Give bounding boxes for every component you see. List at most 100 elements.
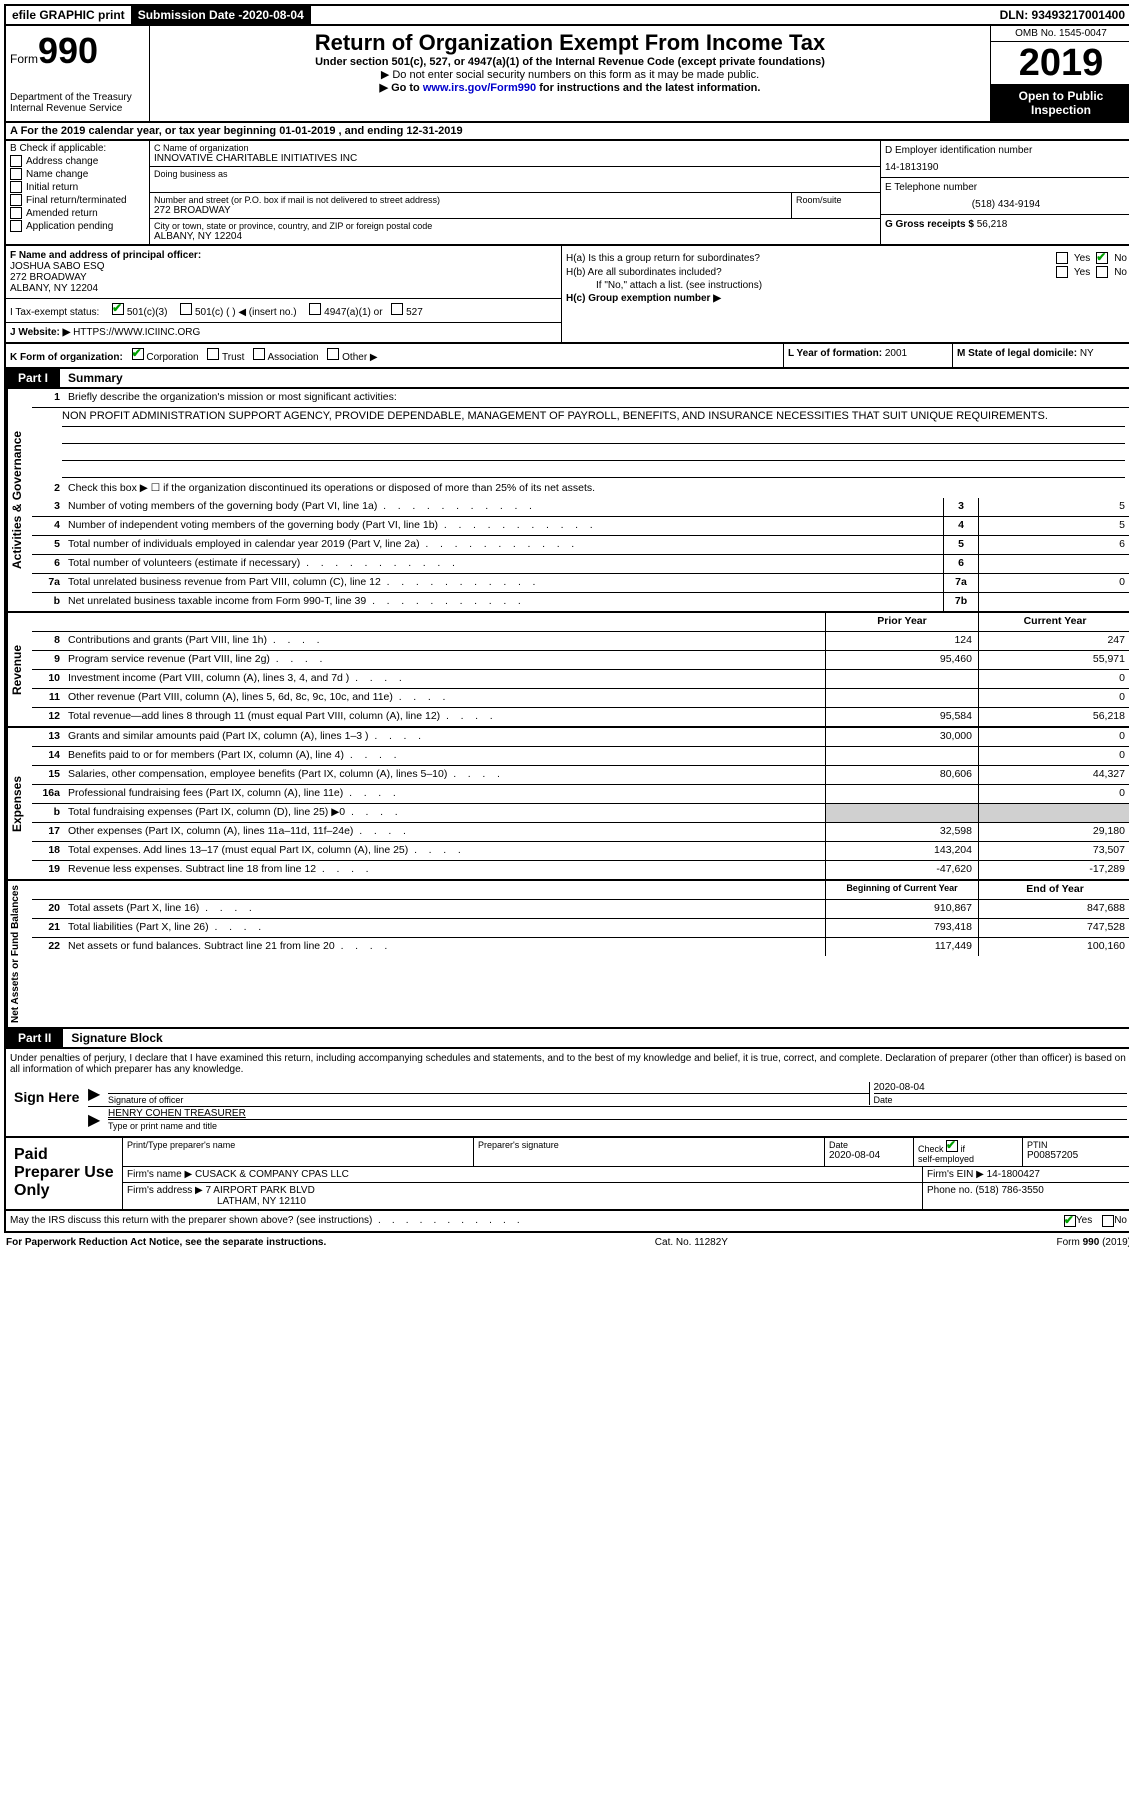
form-990-footer: Form 990 (2019) — [1057, 1237, 1129, 1248]
firm-name: CUSACK & COMPANY CPAS LLC — [195, 1169, 349, 1180]
data-row: 22Net assets or fund balances. Subtract … — [32, 938, 1129, 956]
org-name-label: C Name of organization — [154, 143, 876, 153]
data-row: 13Grants and similar amounts paid (Part … — [32, 728, 1129, 747]
header-right: OMB No. 1545-0047 2019 Open to Public In… — [990, 26, 1129, 121]
officer-label: F Name and address of principal officer: — [10, 250, 201, 261]
ha-yes[interactable] — [1056, 252, 1068, 264]
officer-addr1: 272 BROADWAY — [10, 272, 87, 283]
form-title: Return of Organization Exempt From Incom… — [158, 30, 982, 56]
pra-notice: For Paperwork Reduction Act Notice, see … — [6, 1237, 326, 1248]
check-amended[interactable] — [10, 207, 22, 219]
firm-addr1: 7 AIRPORT PARK BLVD — [206, 1185, 315, 1196]
gov-row: 3Number of voting members of the governi… — [32, 498, 1129, 517]
part2-title: Signature Block — [63, 1029, 170, 1047]
submission-date: Submission Date - 2020-08-04 — [132, 6, 311, 24]
firm-ein: 14-1800427 — [987, 1169, 1040, 1180]
line2-label: Check this box ▶ ☐ if the organization d… — [64, 480, 1129, 498]
part2-label: Part II — [6, 1029, 63, 1047]
department: Department of the Treasury Internal Reve… — [10, 92, 145, 114]
check-527[interactable] — [391, 303, 403, 315]
header-center: Return of Organization Exempt From Incom… — [150, 26, 990, 121]
year-formation: 2001 — [885, 348, 907, 359]
data-row: 17Other expenses (Part IX, column (A), l… — [32, 823, 1129, 842]
check-corp[interactable] — [132, 348, 144, 360]
part1-header: Part I Summary — [4, 369, 1129, 389]
form-number: 990 — [38, 30, 98, 72]
discuss-yes[interactable] — [1064, 1215, 1076, 1227]
hb-no[interactable] — [1096, 266, 1108, 278]
data-row: 15Salaries, other compensation, employee… — [32, 766, 1129, 785]
gov-row: bNet unrelated business taxable income f… — [32, 593, 1129, 611]
tax-year: 2019 — [991, 42, 1129, 85]
section-netassets: Net Assets or Fund Balances Beginning of… — [4, 881, 1129, 1029]
data-row: bTotal fundraising expenses (Part IX, co… — [32, 804, 1129, 823]
check-assoc[interactable] — [253, 348, 265, 360]
form-prefix: Form — [10, 52, 38, 66]
check-4947[interactable] — [309, 303, 321, 315]
discuss-no[interactable] — [1102, 1215, 1114, 1227]
sig-date: 2020-08-04 — [874, 1082, 1128, 1093]
check-initial-return[interactable] — [10, 181, 22, 193]
row-j: J Website: ▶ HTTPS://WWW.ICIINC.ORG — [6, 323, 561, 342]
addr-label: Number and street (or P.O. box if mail i… — [154, 195, 787, 205]
page-footer: For Paperwork Reduction Act Notice, see … — [4, 1233, 1129, 1252]
city-label: City or town, state or province, country… — [154, 221, 876, 231]
addr-street: 272 BROADWAY — [154, 205, 787, 216]
data-row: 21Total liabilities (Part X, line 26)793… — [32, 919, 1129, 938]
box-h: H(a) Is this a group return for subordin… — [562, 246, 1129, 342]
exp-side-label: Expenses — [6, 728, 32, 879]
efile-label: efile GRAPHIC print — [6, 6, 132, 24]
box-b-title: B Check if applicable: — [10, 143, 145, 154]
check-final-return[interactable] — [10, 194, 22, 206]
check-501c[interactable] — [180, 303, 192, 315]
data-row: 12Total revenue—add lines 8 through 11 (… — [32, 708, 1129, 726]
phone-value: (518) 434-9194 — [885, 199, 1127, 210]
check-trust[interactable] — [207, 348, 219, 360]
irs-link[interactable]: www.irs.gov/Form990 — [423, 82, 536, 94]
check-pending[interactable] — [10, 220, 22, 232]
gov-row: 6Total number of volunteers (estimate if… — [32, 555, 1129, 574]
hb-yes[interactable] — [1056, 266, 1068, 278]
check-self-employed[interactable] — [946, 1140, 958, 1152]
hb-label: H(b) Are all subordinates included? — [566, 267, 1050, 278]
form-header: Form 990 Department of the Treasury Inte… — [4, 26, 1129, 123]
gross-value: 56,218 — [977, 219, 1008, 230]
sig-officer-label: Signature of officer — [108, 1093, 869, 1105]
prior-year-header: Prior Year — [825, 613, 978, 631]
data-row: 9Program service revenue (Part VIII, lin… — [32, 651, 1129, 670]
omb-number: OMB No. 1545-0047 — [991, 26, 1129, 42]
data-row: 18Total expenses. Add lines 13–17 (must … — [32, 842, 1129, 861]
check-other[interactable] — [327, 348, 339, 360]
gross-label: G Gross receipts $ — [885, 219, 977, 230]
ha-label: H(a) Is this a group return for subordin… — [566, 253, 1050, 264]
check-address-change[interactable] — [10, 155, 22, 167]
data-row: 10Investment income (Part VIII, column (… — [32, 670, 1129, 689]
form-subtitle-3: ▶ Go to www.irs.gov/Form990 for instruct… — [158, 81, 982, 94]
hc-label: H(c) Group exemption number ▶ — [566, 293, 721, 304]
sign-here-label: Sign Here — [10, 1081, 88, 1132]
ein-label: D Employer identification number — [885, 145, 1127, 156]
mission-text: NON PROFIT ADMINISTRATION SUPPORT AGENCY… — [62, 410, 1125, 427]
part1-label: Part I — [6, 369, 60, 387]
data-row: 19Revenue less expenses. Subtract line 1… — [32, 861, 1129, 879]
ha-no[interactable] — [1096, 252, 1108, 264]
box-c: C Name of organization INNOVATIVE CHARIT… — [150, 141, 881, 244]
lower-box: F Name and address of principal officer:… — [4, 246, 1129, 344]
section-expenses: Expenses 13Grants and similar amounts pa… — [4, 728, 1129, 881]
city-value: ALBANY, NY 12204 — [154, 231, 876, 242]
firm-addr2: LATHAM, NY 12110 — [127, 1196, 306, 1207]
end-year-header: End of Year — [978, 881, 1129, 899]
data-row: 8Contributions and grants (Part VIII, li… — [32, 632, 1129, 651]
gov-row: 7aTotal unrelated business revenue from … — [32, 574, 1129, 593]
check-name-change[interactable] — [10, 168, 22, 180]
dln: DLN: 93493217001400 — [994, 6, 1129, 24]
gov-row: 5Total number of individuals employed in… — [32, 536, 1129, 555]
ptin-value: P00857205 — [1027, 1150, 1127, 1161]
row-k: K Form of organization: Corporation Trus… — [4, 344, 1129, 369]
check-501c3[interactable] — [112, 303, 124, 315]
gov-side-label: Activities & Governance — [6, 389, 32, 611]
dba-label: Doing business as — [154, 169, 876, 179]
beg-year-header: Beginning of Current Year — [825, 881, 978, 899]
line1-label: Briefly describe the organization's miss… — [64, 389, 1129, 407]
open-public: Open to Public Inspection — [991, 85, 1129, 121]
